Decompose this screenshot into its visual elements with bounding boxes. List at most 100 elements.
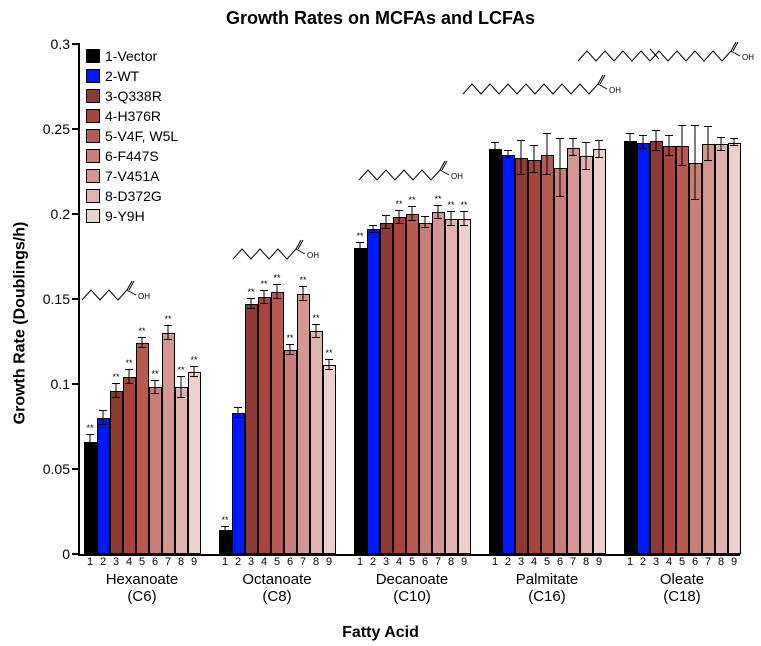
error-cap <box>543 174 551 175</box>
error-bar <box>586 143 587 170</box>
significance-marker: ** <box>86 423 93 433</box>
bar <box>258 297 271 554</box>
significance-marker: ** <box>395 199 402 209</box>
bar-number: 7 <box>570 556 576 568</box>
bar-number: 8 <box>583 556 589 568</box>
error-bar <box>438 206 439 220</box>
bar-number: 2 <box>370 556 376 568</box>
bar-number: 6 <box>692 556 698 568</box>
y-tick-label: 0.25 <box>43 121 70 137</box>
error-cap <box>447 211 455 212</box>
bar-number: 2 <box>505 556 511 568</box>
error-cap <box>421 216 429 217</box>
y-tick <box>72 553 80 555</box>
bar <box>689 163 702 554</box>
bar-number: 1 <box>357 556 363 568</box>
significance-marker: ** <box>112 372 119 382</box>
bar-number: 2 <box>640 556 646 568</box>
bar-number: 6 <box>557 556 563 568</box>
error-cap <box>190 366 198 367</box>
significance-marker: ** <box>125 358 132 368</box>
bar <box>728 143 741 554</box>
error-bar <box>656 131 657 151</box>
bar-number: 7 <box>165 556 171 568</box>
error-cap <box>543 133 551 134</box>
bar <box>419 223 432 555</box>
bar <box>554 168 567 554</box>
figure: Growth Rates on MCFAs and LCFAs Growth R… <box>0 0 761 646</box>
significance-marker: ** <box>151 369 158 379</box>
bar <box>458 219 471 554</box>
error-bar <box>534 146 535 173</box>
bar <box>367 229 380 554</box>
bar-number: 5 <box>544 556 550 568</box>
bar-number: 9 <box>731 556 737 568</box>
error-cap <box>325 359 333 360</box>
bar <box>528 160 541 554</box>
error-cap <box>730 138 738 139</box>
bar <box>580 156 593 554</box>
error-cap <box>556 196 564 197</box>
error-cap <box>112 383 120 384</box>
group-label: Palmitate(C16) <box>489 572 606 605</box>
error-cap <box>421 227 429 228</box>
y-tick-label: 0.3 <box>51 36 70 52</box>
error-bar <box>643 136 644 150</box>
bar-number: 5 <box>274 556 280 568</box>
error-cap <box>491 155 499 156</box>
error-cap <box>299 286 307 287</box>
error-bar <box>599 141 600 158</box>
significance-marker: ** <box>447 200 454 210</box>
bar <box>637 143 650 554</box>
bar-group: **123**4**56**7**8**9Decanoate(C10) <box>354 44 471 554</box>
error-cap <box>582 142 590 143</box>
error-cap <box>286 344 294 345</box>
error-cap <box>517 140 525 141</box>
significance-marker: ** <box>247 287 254 297</box>
bar <box>310 331 323 554</box>
error-bar <box>721 138 722 152</box>
plot-area: 1-Vector2-WT3-Q338R4-H376R5-V4F, W5L6-F4… <box>78 44 740 556</box>
bar <box>663 146 676 554</box>
y-tick <box>72 213 80 215</box>
bar <box>541 155 554 555</box>
significance-marker: ** <box>299 275 306 285</box>
bar <box>432 212 445 554</box>
error-cap <box>221 533 229 534</box>
bar <box>502 155 515 555</box>
y-tick <box>72 383 80 385</box>
error-cap <box>639 148 647 149</box>
bar <box>297 294 310 554</box>
error-bar <box>168 326 169 340</box>
bar <box>232 413 245 554</box>
error-cap <box>691 125 699 126</box>
chart-title: Growth Rates on MCFAs and LCFAs <box>0 8 761 29</box>
error-cap <box>447 225 455 226</box>
error-bar <box>412 207 413 221</box>
significance-marker: ** <box>325 348 332 358</box>
error-bar <box>695 126 696 201</box>
error-cap <box>704 160 712 161</box>
error-cap <box>312 337 320 338</box>
bar <box>489 149 502 554</box>
error-bar <box>451 212 452 226</box>
error-cap <box>125 369 133 370</box>
error-cap <box>164 325 172 326</box>
bar-number: 3 <box>653 556 659 568</box>
bar-number: 9 <box>461 556 467 568</box>
bar <box>393 217 406 554</box>
error-cap <box>491 142 499 143</box>
significance-marker: ** <box>356 231 363 241</box>
error-cap <box>460 225 468 226</box>
error-bar <box>277 285 278 299</box>
error-bar <box>573 139 574 156</box>
error-cap <box>395 210 403 211</box>
error-cap <box>395 223 403 224</box>
error-cap <box>112 397 120 398</box>
bar <box>136 343 149 554</box>
bar-number: 4 <box>261 556 267 568</box>
bar-group: 123456789Oleate(C18) <box>624 44 741 554</box>
bar-number: 1 <box>492 556 498 568</box>
error-cap <box>717 150 725 151</box>
x-axis-label: Fatty Acid <box>0 624 761 642</box>
